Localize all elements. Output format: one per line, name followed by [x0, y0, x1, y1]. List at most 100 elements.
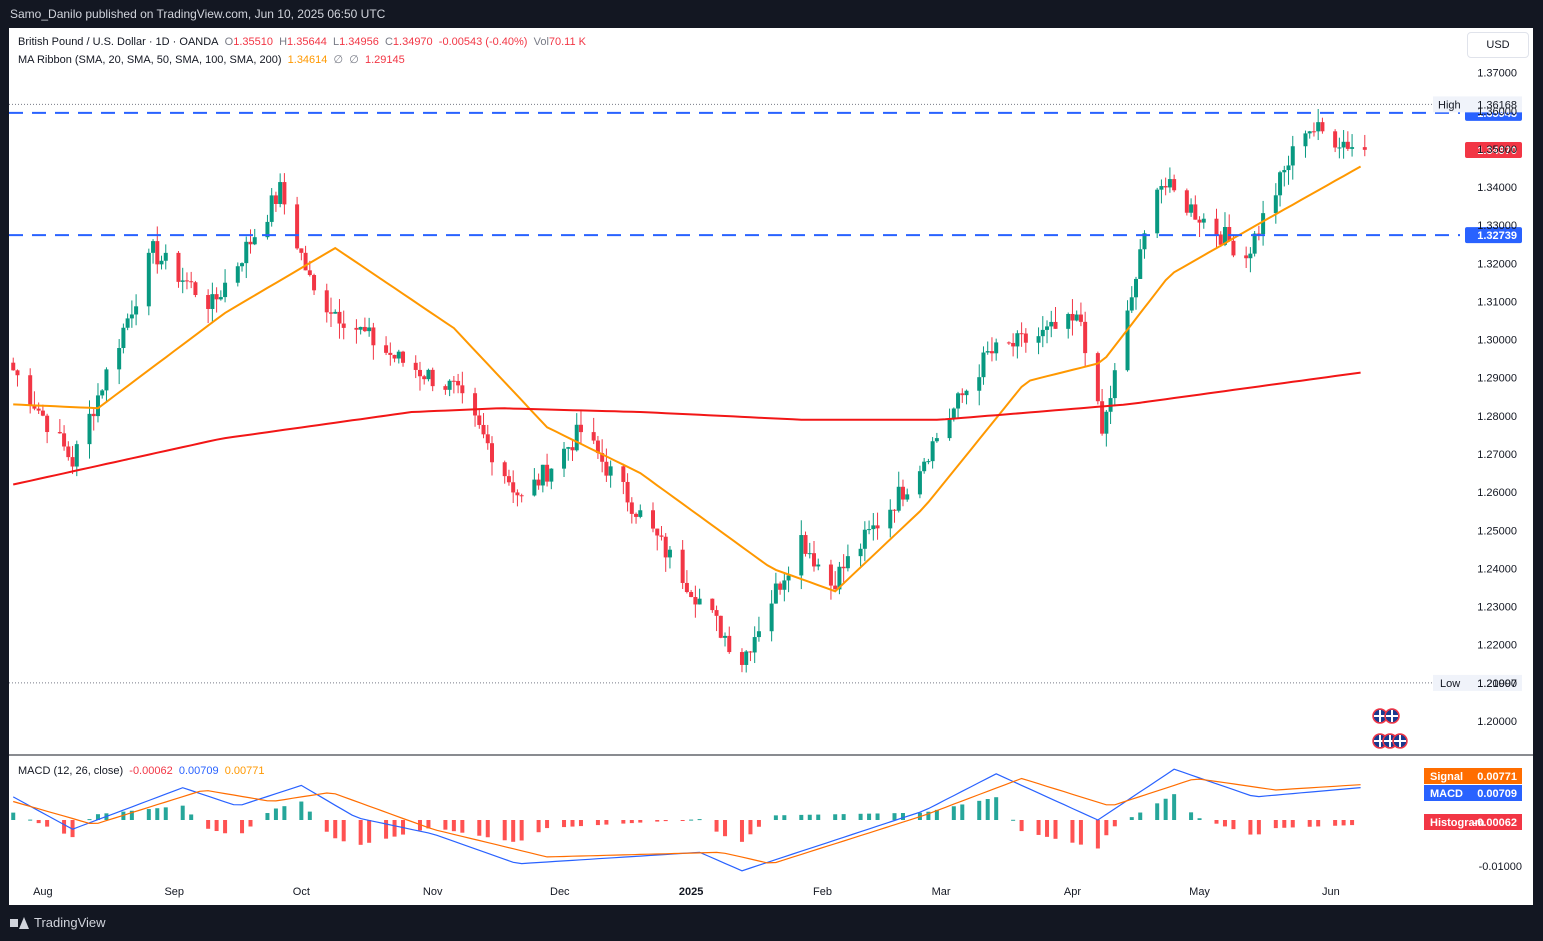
macd-histogram-bar — [900, 813, 905, 820]
candle — [1256, 225, 1261, 241]
candle-body — [341, 323, 346, 328]
macd-histogram-bar — [155, 808, 160, 820]
candle-body — [604, 461, 609, 476]
macd-histogram-bar — [87, 819, 92, 821]
candle — [807, 542, 812, 559]
macd-histogram-bar — [570, 820, 575, 827]
candle-body — [1104, 411, 1109, 434]
candle — [502, 460, 507, 484]
candle — [121, 323, 126, 354]
candle-body — [828, 564, 833, 586]
candle — [837, 561, 842, 595]
low-label: Low — [1440, 678, 1460, 690]
candle-body — [477, 415, 482, 425]
candle-body — [151, 241, 156, 253]
candle-body — [1252, 233, 1257, 254]
candle — [312, 273, 317, 295]
macd-legend[interactable]: MACD (12, 26, close) -0.00062 0.00709 0.… — [18, 765, 265, 777]
candle — [697, 588, 702, 605]
candle-body — [100, 390, 105, 396]
footer-bar — [0, 905, 1543, 941]
candle — [756, 616, 761, 642]
candle — [278, 173, 283, 208]
candle — [1129, 286, 1134, 313]
candle — [1350, 134, 1355, 157]
candle — [15, 369, 20, 387]
macd-histogram-bar — [214, 820, 219, 832]
candle-body — [697, 598, 702, 605]
candle-body — [744, 651, 749, 665]
candle — [595, 435, 600, 459]
candle-body — [1248, 253, 1253, 259]
price-tick-label: 1.28000 — [1477, 411, 1517, 423]
price-tick-label: 1.31000 — [1477, 296, 1517, 308]
candle — [574, 413, 579, 452]
candle-body — [1193, 204, 1198, 220]
candle — [629, 497, 634, 524]
candle — [367, 317, 372, 337]
candle — [710, 598, 715, 613]
candle-body — [214, 294, 219, 300]
level-price-label: 1.32739 — [1477, 230, 1517, 242]
month-label: 2025 — [679, 886, 703, 898]
currency-button[interactable]: USD — [1467, 32, 1529, 58]
macd-histogram-bar — [1248, 820, 1253, 835]
candle — [663, 533, 668, 572]
sma-200-line — [12, 371, 1361, 486]
candle — [214, 287, 219, 313]
candle — [223, 269, 228, 303]
candle — [62, 425, 67, 451]
low-value: 1.34956 — [339, 36, 379, 48]
ma-legend[interactable]: MA Ribbon (SMA, 20, SMA, 50, SMA, 100, S… — [18, 53, 405, 66]
candle-body — [1036, 336, 1041, 343]
candle — [362, 317, 367, 333]
candle-body — [1083, 321, 1088, 354]
candle-body — [1311, 131, 1316, 133]
candle-body — [426, 369, 431, 380]
candle — [515, 489, 520, 507]
candles — [11, 108, 1367, 673]
macd-histogram-bar — [934, 809, 939, 820]
candle-body — [62, 433, 67, 447]
candle-body — [1282, 170, 1287, 173]
candle-body — [388, 352, 393, 355]
price-tick-label: 1.33000 — [1477, 220, 1517, 232]
candle — [964, 389, 969, 405]
candle — [1290, 135, 1295, 180]
symbol-legend[interactable]: British Pound / U.S. Dollar · 1D · OANDA… — [18, 36, 586, 48]
candle — [1070, 299, 1075, 336]
candle-body — [104, 369, 109, 391]
candle — [591, 417, 596, 445]
candle-body — [511, 482, 516, 493]
candle — [748, 651, 753, 662]
candle-body — [1307, 131, 1312, 134]
macd-histogram-bar — [562, 820, 567, 828]
candle-body — [1011, 342, 1016, 347]
macd-histogram-bar — [273, 808, 278, 820]
candle — [519, 493, 524, 503]
candle — [608, 460, 613, 488]
candle-body — [841, 566, 846, 569]
macd-histogram-bar — [816, 814, 821, 820]
candle — [401, 350, 406, 367]
candle — [892, 509, 897, 523]
candle-body — [129, 314, 134, 319]
candle — [210, 282, 215, 324]
macd-histogram-bar — [1129, 817, 1134, 820]
tradingview-logo[interactable]: TradingView — [10, 915, 106, 930]
candle-body — [951, 408, 956, 420]
candle-body — [1159, 186, 1164, 190]
macd-histogram-bar — [248, 820, 253, 827]
macd-histogram-bar — [460, 820, 465, 833]
macd-histogram-bar — [240, 820, 245, 834]
tradingview-brand: TradingView — [34, 915, 106, 930]
candle-body — [121, 327, 126, 349]
candle-body — [223, 282, 228, 298]
price-tick-label: 1.29000 — [1477, 373, 1517, 385]
candle — [1134, 276, 1138, 310]
macd-histogram-bar — [511, 820, 516, 842]
high-value: 1.35644 — [287, 36, 327, 48]
macd-histogram-bar — [282, 806, 287, 820]
candle-body — [1278, 172, 1283, 196]
